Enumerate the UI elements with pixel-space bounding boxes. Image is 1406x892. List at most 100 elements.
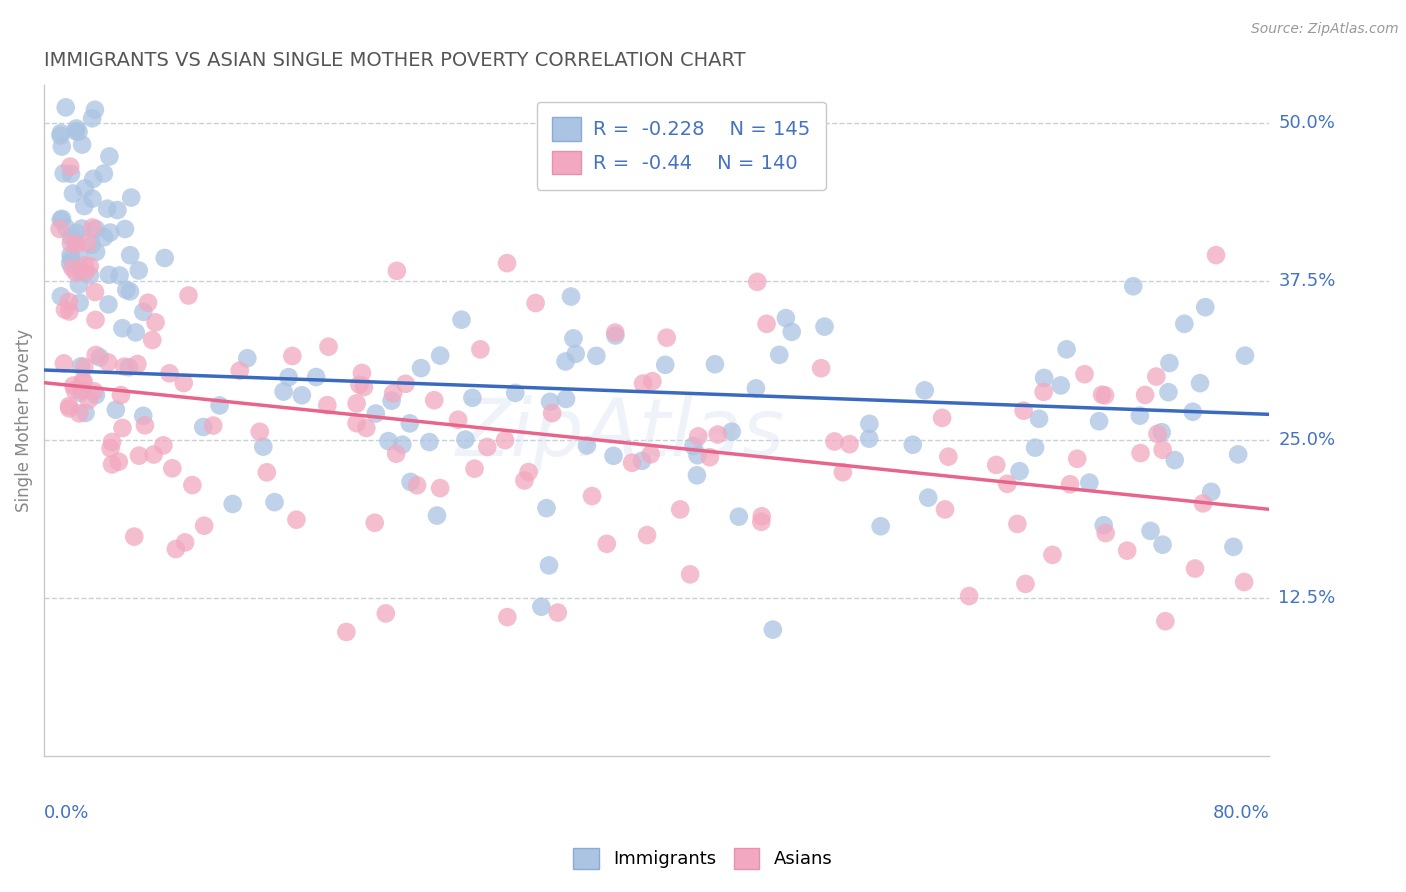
Point <box>1133 388 1156 402</box>
Point <box>447 413 470 427</box>
Point <box>55 100 77 114</box>
Point <box>97 355 120 369</box>
Text: ZipAtlas: ZipAtlas <box>456 395 785 473</box>
Point <box>153 251 176 265</box>
Point <box>418 435 440 450</box>
Point <box>67 125 90 139</box>
Point <box>132 409 155 423</box>
Point <box>450 312 472 326</box>
Point <box>252 440 274 454</box>
Point <box>93 230 115 244</box>
Point <box>858 432 880 446</box>
Point <box>554 354 576 368</box>
Point <box>84 313 107 327</box>
Point <box>79 268 101 282</box>
Point <box>1199 484 1222 499</box>
Point <box>75 406 97 420</box>
Point <box>374 607 396 621</box>
Point <box>517 465 540 479</box>
Point <box>1033 371 1056 385</box>
Point <box>655 331 678 345</box>
Point <box>114 222 136 236</box>
Point <box>1122 279 1144 293</box>
Point <box>679 567 702 582</box>
Point <box>382 386 405 401</box>
Point <box>560 289 582 303</box>
Point <box>115 283 138 297</box>
Point <box>575 438 598 452</box>
Point <box>72 375 94 389</box>
Point <box>869 519 891 533</box>
Point <box>720 425 742 439</box>
Point <box>406 478 429 492</box>
Point <box>82 192 104 206</box>
Point <box>350 366 373 380</box>
Point <box>49 212 72 227</box>
Point <box>122 530 145 544</box>
Point <box>173 376 195 390</box>
Point <box>127 357 149 371</box>
Point <box>60 167 83 181</box>
Point <box>547 606 569 620</box>
Point <box>108 268 131 283</box>
Point <box>72 375 94 389</box>
Point <box>67 406 90 420</box>
Point <box>762 623 785 637</box>
Point <box>503 385 526 400</box>
Point <box>1181 405 1204 419</box>
Point <box>1049 378 1071 392</box>
Point <box>364 516 387 530</box>
Point <box>73 199 96 213</box>
Point <box>621 456 644 470</box>
Point <box>65 235 87 250</box>
Point <box>605 326 627 340</box>
Point <box>1092 518 1115 533</box>
Text: IMMIGRANTS VS ASIAN SINGLE MOTHER POVERTY CORRELATION CHART: IMMIGRANTS VS ASIAN SINGLE MOTHER POVERT… <box>44 51 745 70</box>
Point <box>58 294 80 309</box>
Point <box>538 394 561 409</box>
Point <box>177 288 200 302</box>
Point <box>49 289 72 303</box>
Point <box>524 296 547 310</box>
Point <box>69 265 91 279</box>
Point <box>423 393 446 408</box>
Point <box>1144 369 1167 384</box>
Point <box>429 481 451 495</box>
Point <box>48 222 70 236</box>
Point <box>193 420 215 434</box>
Point <box>142 448 165 462</box>
Point <box>1078 475 1101 490</box>
Point <box>349 377 371 392</box>
Point <box>470 343 492 357</box>
Point <box>831 465 853 479</box>
Point <box>377 434 399 449</box>
Point <box>49 126 72 140</box>
Point <box>70 359 93 374</box>
Point <box>89 351 111 365</box>
Point <box>775 311 797 326</box>
Point <box>707 427 730 442</box>
Point <box>381 393 404 408</box>
Text: 25.0%: 25.0% <box>1278 431 1336 449</box>
Point <box>768 348 790 362</box>
Point <box>749 515 772 529</box>
Point <box>281 349 304 363</box>
Point <box>162 461 184 475</box>
Point <box>73 259 96 273</box>
Point <box>67 277 90 292</box>
Point <box>59 160 82 174</box>
Point <box>1192 496 1215 510</box>
Point <box>202 418 225 433</box>
Point <box>838 437 860 451</box>
Point <box>285 513 308 527</box>
Point <box>1152 442 1174 457</box>
Point <box>931 410 953 425</box>
Point <box>93 167 115 181</box>
Point <box>1205 248 1227 262</box>
Point <box>686 468 709 483</box>
Point <box>65 124 87 138</box>
Point <box>118 285 141 299</box>
Point <box>1188 376 1211 391</box>
Point <box>60 252 83 266</box>
Point <box>537 558 560 573</box>
